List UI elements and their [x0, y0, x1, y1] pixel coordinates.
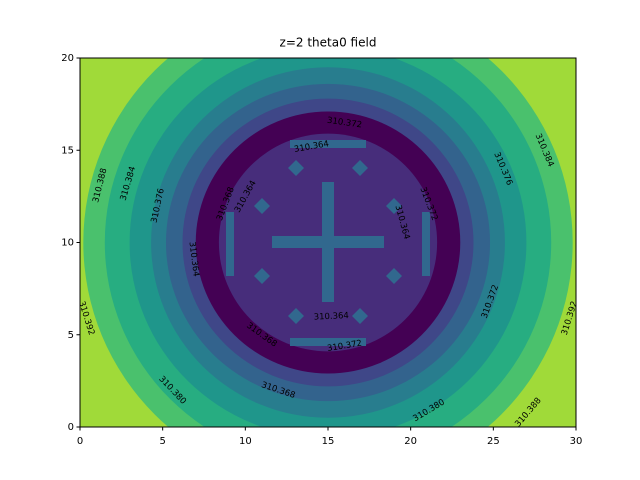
diamond [352, 160, 368, 176]
x-tick-label: 10 [239, 436, 252, 447]
x-tick-label: 0 [77, 436, 83, 447]
contour-label: 310.372 [326, 116, 362, 131]
x-tick-label: 15 [322, 436, 335, 447]
diamond [288, 308, 304, 324]
diamond [254, 268, 270, 284]
diamond [386, 268, 402, 284]
y-tick-label: 0 [68, 422, 74, 433]
y-tick-label: 15 [61, 145, 74, 156]
diamond [386, 198, 402, 214]
chart-title: z=2 theta0 field [280, 36, 377, 50]
x-tick-label: 20 [404, 436, 417, 447]
y-tick-label: 20 [61, 53, 74, 64]
y-tick-label: 10 [61, 238, 74, 249]
cross-horizontal [272, 236, 384, 248]
diamond [352, 308, 368, 324]
band-top [290, 140, 366, 148]
y-tick-label: 5 [68, 330, 74, 341]
contour-label: 310.364 [314, 311, 350, 323]
diamond [254, 198, 270, 214]
x-tick-label: 5 [159, 436, 165, 447]
contour-label: 310.364 [186, 241, 200, 277]
diamond [288, 160, 304, 176]
x-tick-label: 25 [487, 436, 500, 447]
x-tick-label: 30 [570, 436, 583, 447]
band-bottom [290, 338, 366, 346]
band-right [422, 212, 430, 276]
band-left [226, 212, 234, 276]
plot-area [80, 58, 576, 427]
interior-pattern [226, 140, 430, 346]
